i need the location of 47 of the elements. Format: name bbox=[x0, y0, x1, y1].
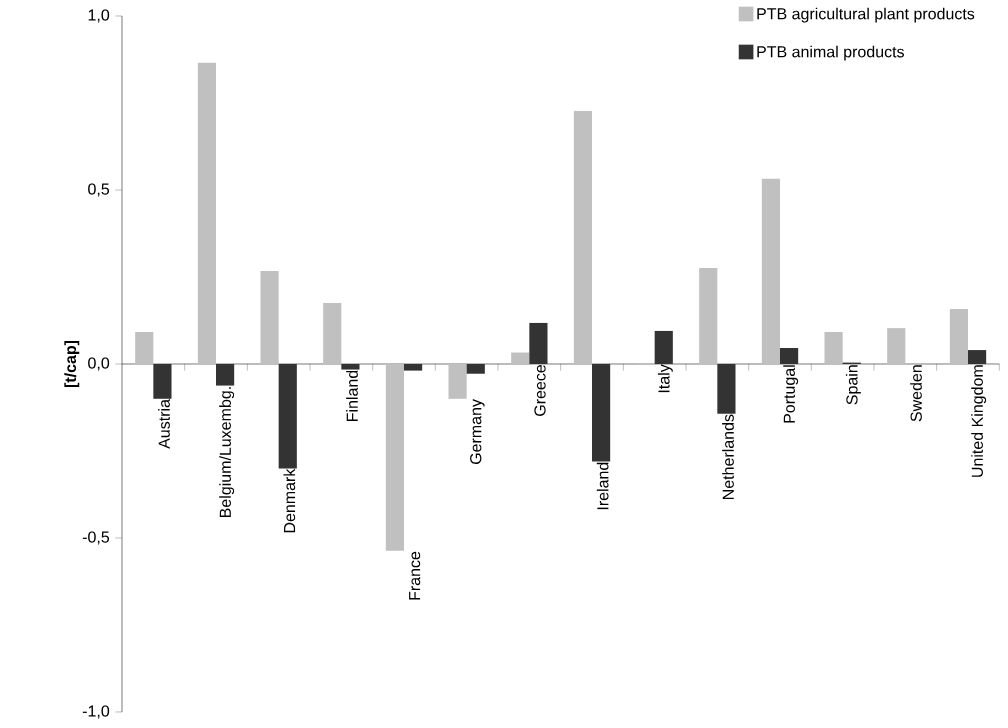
x-tick-label: Portugal bbox=[783, 365, 799, 423]
bar bbox=[466, 363, 485, 374]
y-tick-label: -0,5 bbox=[82, 531, 110, 545]
bar bbox=[404, 363, 423, 371]
y-tick-label: -1,0 bbox=[82, 705, 110, 719]
x-tick-label: Italy bbox=[657, 364, 673, 393]
bar bbox=[780, 347, 799, 364]
x-tick-label: Denmark bbox=[283, 468, 296, 533]
bar bbox=[529, 322, 548, 364]
bar bbox=[968, 350, 987, 364]
y-axis-title: [t/cap] bbox=[64, 340, 80, 388]
bar bbox=[278, 363, 297, 469]
x-tick-label: Greece bbox=[534, 364, 546, 416]
bar bbox=[717, 363, 736, 414]
legend-label: PTB animal products bbox=[757, 45, 904, 61]
bar bbox=[260, 271, 279, 364]
bar bbox=[887, 328, 906, 364]
bar bbox=[573, 111, 592, 364]
x-tick-label: Spain bbox=[845, 365, 861, 405]
x-tick-label: Sweden bbox=[910, 365, 922, 422]
legend-label: PTB agricultural plant products bbox=[757, 7, 975, 23]
bar bbox=[385, 363, 404, 551]
bar bbox=[824, 331, 843, 364]
bar bbox=[511, 352, 530, 364]
bar bbox=[341, 363, 360, 370]
y-tick-label: 0,5 bbox=[88, 183, 110, 197]
x-tick-label: United Kingdom bbox=[971, 365, 987, 477]
bar bbox=[216, 363, 235, 386]
y-tick-label: 1,0 bbox=[88, 9, 110, 23]
bar bbox=[153, 363, 172, 399]
x-tick-label: Finland bbox=[346, 370, 358, 421]
bar bbox=[949, 309, 968, 364]
x-tick-label: Austria bbox=[158, 399, 170, 449]
x-tick-label: Belgium/Luxembg. bbox=[219, 387, 235, 518]
y-tick-label: 0,0 bbox=[88, 357, 110, 371]
bar bbox=[197, 62, 216, 364]
bar bbox=[448, 363, 467, 399]
bar bbox=[135, 331, 154, 364]
x-tick-label: Ireland bbox=[596, 462, 609, 510]
bar bbox=[323, 303, 342, 364]
bar bbox=[699, 267, 718, 364]
bar bbox=[654, 330, 673, 364]
x-tick-label: Netherlands bbox=[722, 414, 734, 499]
x-tick-label: France bbox=[409, 551, 421, 600]
x-tick-label: Germany bbox=[470, 399, 485, 465]
bar bbox=[592, 363, 611, 462]
bar bbox=[761, 178, 780, 364]
